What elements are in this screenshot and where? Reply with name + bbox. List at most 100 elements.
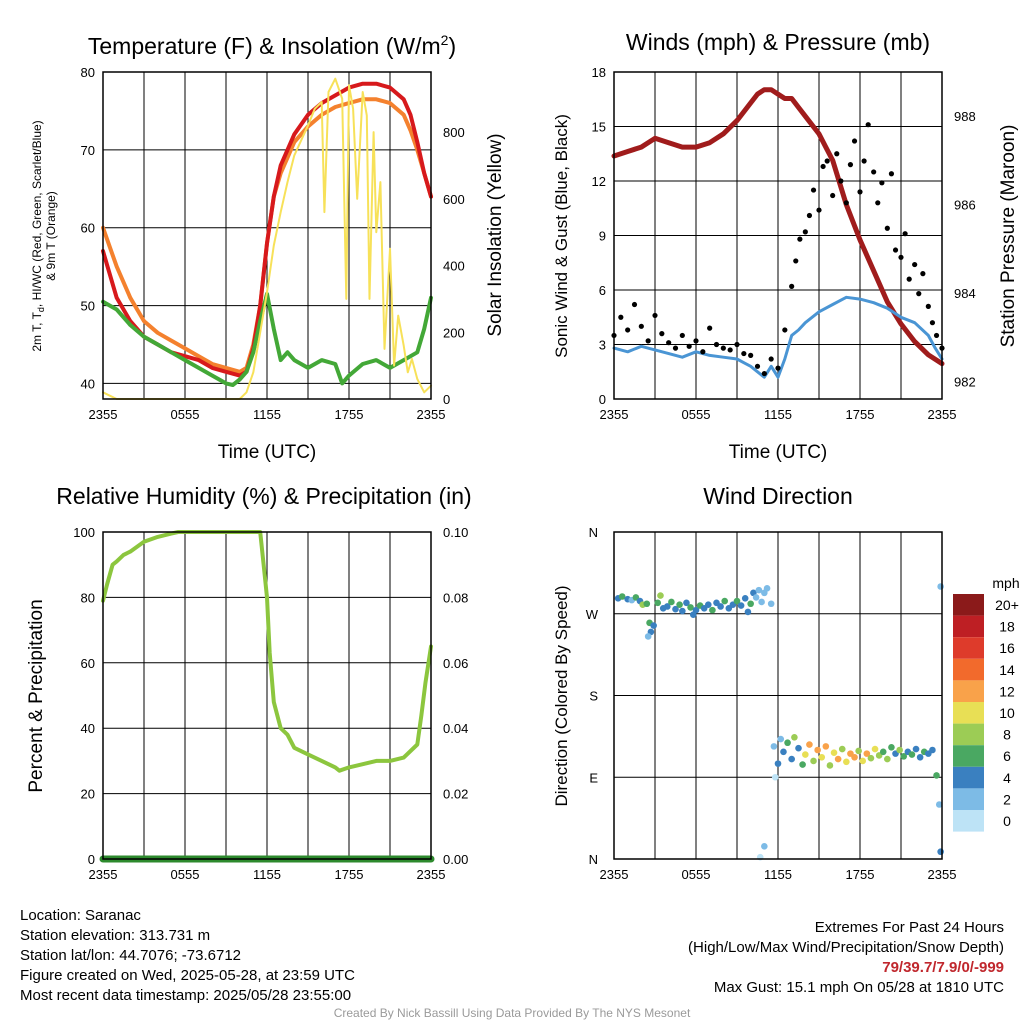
direction-point [879, 748, 887, 756]
gust-point [912, 261, 918, 268]
chart-title: Winds (mph) & Pressure (mb) [626, 29, 930, 55]
gust-point [679, 332, 685, 339]
legend-label: 18 [999, 619, 1015, 635]
legend-label: 6 [1003, 748, 1011, 764]
direction-point [826, 762, 834, 769]
gust-point [734, 341, 740, 348]
y2-tick-label: 988 [954, 109, 976, 124]
x-tick-label: 0555 [171, 407, 200, 422]
direction-point [709, 606, 716, 614]
gust-point [618, 314, 624, 320]
gust-point [830, 192, 836, 199]
direction-point [733, 597, 741, 605]
direction-point [830, 749, 838, 757]
y-tick-label: S [589, 689, 598, 704]
legend-label: 10 [999, 705, 1015, 721]
x-axis-label: Time (UTC) [218, 442, 317, 463]
legend-swatch [953, 637, 984, 659]
x-tick-label: 0555 [682, 867, 711, 882]
y-axis-label: Direction (Colored By Speed) [552, 585, 571, 806]
y-axis-label: Sonic Wind & Gust (Blue, Black) [552, 114, 571, 358]
direction-point [747, 600, 754, 608]
y-tick-label: W [586, 607, 599, 622]
gust-point [875, 200, 881, 206]
figure-created: Figure created on Wed, 2025-05-28, at 23… [20, 967, 355, 984]
y-tick-label: 6 [599, 283, 606, 298]
gust-point [802, 229, 808, 235]
legend-label: 8 [1003, 727, 1011, 743]
extremes-title: Extremes For Past 24 Hours [814, 919, 1004, 936]
y2-axis-label: Station Pressure (Maroon) [998, 125, 1019, 348]
gust-point [659, 331, 665, 337]
chart-title: Temperature (F) & Insolation (W/m2) [88, 32, 456, 59]
direction-point [721, 597, 728, 605]
direction-point [822, 743, 830, 750]
gust-point [816, 207, 822, 213]
direction-point [717, 603, 724, 610]
direction-point [810, 757, 817, 765]
extremes-panel: Extremes For Past 24 Hours (High/Low/Max… [688, 918, 1004, 998]
y-tick-label: 40 [81, 721, 95, 736]
gust-point [782, 327, 788, 333]
direction-point [654, 599, 662, 607]
gust-point [933, 332, 940, 339]
gust-point [898, 254, 904, 260]
legend-label: 20+ [995, 597, 1019, 613]
y-tick-label: 60 [81, 656, 95, 671]
gust-point [775, 365, 781, 371]
gust-point [638, 323, 644, 329]
extremes-subtitle: (High/Low/Max Wind/Precipitation/Snow De… [688, 939, 1004, 956]
direction-point [777, 735, 785, 743]
legend-swatch [953, 766, 984, 789]
gust-point [834, 151, 840, 157]
direction-point [679, 607, 686, 615]
recent-timestamp: Most recent data timestamp: 2025/05/28 2… [20, 987, 352, 1004]
station-info: Location: Saranac Station elevation: 313… [20, 906, 355, 1006]
panel-humidity: 2355 0555 1155 1755 23550204060801000.000.02… [26, 483, 472, 882]
direction-point [935, 801, 943, 808]
direction-point [687, 604, 694, 611]
gust-point [925, 303, 931, 309]
gust-point [929, 320, 936, 326]
legend-label: 16 [999, 640, 1015, 656]
direction-point [763, 585, 771, 592]
gust-point [838, 178, 844, 184]
plot-frame [102, 71, 432, 400]
direction-point [937, 583, 944, 590]
direction-point [818, 753, 826, 761]
direction-point [937, 848, 944, 856]
extremes-values: 79/39.7/7.9/0/-999 [882, 959, 1004, 976]
y2-tick-label: 0.02 [443, 787, 468, 802]
y-axis-label: Percent & Precipitation [26, 599, 47, 792]
y-axis-label-part: 2m T, T [30, 311, 44, 351]
y-tick-label: 0 [599, 392, 606, 407]
direction-point [888, 743, 895, 751]
direction-point [788, 755, 795, 763]
direction-point [692, 606, 700, 614]
direction-point [855, 747, 862, 755]
direction-point [672, 605, 679, 613]
direction-point [643, 600, 651, 608]
direction-point [770, 743, 778, 750]
y2-tick-label: 0.10 [443, 525, 468, 540]
direction-point [933, 772, 940, 779]
legend-swatch [953, 680, 984, 702]
direction-point [900, 753, 908, 760]
y-axis-label-2: & 9m T (Orange) [44, 191, 58, 281]
y-tick-label: 12 [592, 174, 606, 189]
gust-point [693, 338, 699, 344]
y2-tick-label: 986 [954, 198, 976, 213]
chart-title: Wind Direction [703, 483, 853, 509]
legend-swatch [953, 723, 984, 746]
y2-tick-label: 0 [443, 392, 450, 407]
panel-winds: 2355 0555 1155 1755 235503691215189829849869… [552, 29, 1019, 463]
x-tick-label: 0555 [171, 867, 200, 882]
y2-tick-label: 600 [443, 192, 465, 207]
y2-tick-label: 984 [954, 286, 976, 301]
direction-point [657, 592, 664, 599]
gust-point [884, 225, 890, 231]
gust-point [672, 345, 679, 351]
y-tick-label: 80 [81, 65, 95, 80]
direction-point [908, 751, 916, 758]
legend-swatch [953, 615, 984, 638]
